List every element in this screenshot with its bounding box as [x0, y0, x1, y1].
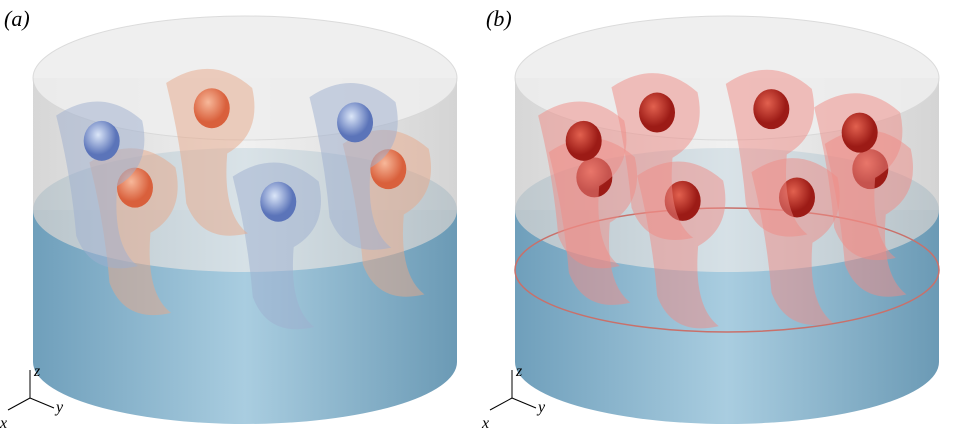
axis-arrow	[7, 397, 31, 411]
axis-label: z	[515, 363, 523, 380]
interface-line	[514, 207, 940, 333]
vortex-shell	[56, 101, 145, 269]
vortex-shell	[725, 69, 815, 237]
vortex-core	[753, 89, 790, 130]
panel-label: (b)	[486, 6, 512, 31]
vortex-core	[193, 88, 230, 129]
vortex-shell	[814, 93, 903, 261]
vortex-core	[83, 120, 120, 161]
axis-label: y	[54, 399, 64, 416]
axis-arrow	[511, 397, 537, 409]
vortex-core	[639, 92, 676, 133]
panel: (b) z x y	[481, 6, 940, 432]
axis-arrow	[29, 397, 55, 409]
panel-label: (a)	[4, 6, 30, 31]
axis-arrow	[489, 397, 513, 411]
vortex-shell	[538, 101, 627, 269]
vortex-core	[337, 102, 374, 143]
vortex-shell	[309, 83, 398, 250]
vortex-shell	[166, 68, 255, 236]
vortex-core	[841, 112, 878, 153]
vortex-core	[260, 181, 297, 222]
vortex-shell	[232, 162, 321, 330]
vortex-core	[565, 120, 602, 161]
vortex-shell	[611, 73, 700, 241]
axis-label: y	[536, 399, 546, 416]
axis-label: z	[33, 363, 41, 380]
axis-label: x	[0, 415, 7, 432]
axis-label: x	[481, 415, 489, 432]
panel: (a) z x y	[0, 6, 458, 432]
